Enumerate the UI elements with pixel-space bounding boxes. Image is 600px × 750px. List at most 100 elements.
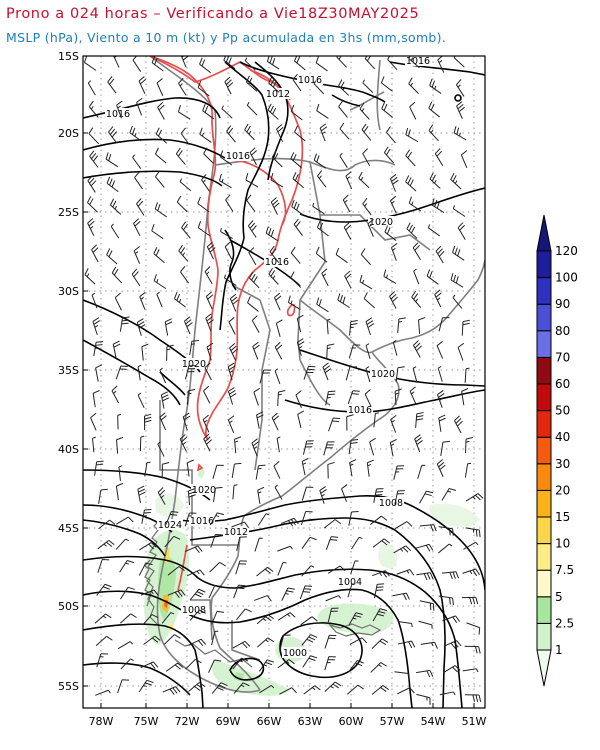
- wind-barb: [186, 459, 194, 477]
- wind-barb: [326, 343, 335, 360]
- wind-barb: [246, 101, 258, 116]
- wind-barb: [281, 587, 295, 601]
- svg-text:1008: 1008: [379, 498, 403, 509]
- wind-barb: [438, 595, 454, 606]
- wind-barb: [434, 148, 444, 166]
- wind-barb: [182, 412, 191, 431]
- wind-barb: [348, 612, 363, 626]
- wind-barb: [151, 223, 164, 240]
- wind-barb: [301, 536, 317, 549]
- wind-barb: [210, 533, 223, 548]
- wind-barb: [420, 641, 438, 649]
- wind-barb: [277, 545, 293, 552]
- wind-barb: [346, 684, 364, 695]
- wind-barb: [247, 296, 259, 312]
- wind-barb: [87, 218, 95, 236]
- wind-barb: [322, 362, 332, 381]
- wind-barb: [233, 682, 250, 694]
- wind-barb: [455, 79, 465, 97]
- wind-barb: [136, 318, 146, 336]
- wind-barb: [183, 316, 193, 335]
- wind-barb: [341, 484, 348, 502]
- wind-barb: [381, 102, 393, 118]
- wind-barb: [302, 440, 314, 455]
- wind-barb: [96, 583, 112, 596]
- wind-barb: [224, 241, 233, 260]
- wind-barb: [106, 176, 119, 193]
- wind-barb: [189, 609, 206, 621]
- wind-barb: [461, 319, 470, 336]
- wind-barb: [365, 343, 371, 360]
- chart-subtitle: MSLP (hPa), Viento a 10 m (kt) y Pp acum…: [6, 30, 447, 45]
- colorbar-bin: [536, 596, 552, 624]
- latitude-label: 55S: [58, 680, 79, 693]
- wind-barb: [316, 103, 329, 119]
- colorbar: 1 2.5 5 7.5 10 15 20 30 40 50 60 70 80 90 100 120: [536, 214, 578, 687]
- wind-barb: [415, 412, 424, 428]
- wind-barb: [442, 571, 459, 580]
- colorbar-label: 70: [555, 350, 570, 364]
- wind-barb: [291, 199, 304, 216]
- wind-barb: [328, 417, 341, 432]
- wind-barb: [110, 198, 122, 215]
- wind-barb: [437, 365, 443, 382]
- wind-barb: [117, 413, 122, 430]
- wind-barb: [120, 586, 135, 600]
- wind-barb: [297, 410, 305, 429]
- colorbar-bin: [536, 214, 552, 252]
- isobar-label: 1012: [265, 88, 291, 100]
- wind-barb: [212, 464, 224, 479]
- wind-barb: [187, 388, 196, 405]
- wind-barb: [389, 291, 398, 309]
- wind-barb: [177, 105, 191, 120]
- wind-barb: [419, 490, 434, 504]
- wind-barb: [457, 222, 466, 240]
- wind-barb: [450, 172, 462, 190]
- wind-barb: [465, 694, 482, 702]
- wind-barb: [178, 77, 187, 96]
- wind-barb: [301, 457, 309, 476]
- wind-barb: [389, 174, 399, 192]
- wind-barb: [408, 196, 422, 212]
- wind-barb: [95, 364, 103, 382]
- wind-barb: [227, 387, 237, 405]
- colorbar-label: 2.5: [555, 616, 574, 630]
- wind-barb: [141, 343, 149, 361]
- wind-barb: [227, 415, 235, 434]
- isobar-labels: 1016 1016 1012 1016 1016 1020 1016 1020 1020 1016…: [105, 56, 431, 659]
- wind-barb: [295, 390, 302, 409]
- wind-barb: [119, 316, 130, 332]
- wind-barb: [163, 634, 181, 645]
- wind-barb: [300, 511, 313, 526]
- wind-barb: [115, 538, 129, 550]
- wind-barb: [184, 545, 203, 554]
- wind-barb: [412, 366, 418, 383]
- wind-barb: [223, 56, 236, 70]
- wind-barb: [371, 638, 389, 649]
- wind-barb: [302, 655, 318, 668]
- wind-barb: [137, 392, 145, 409]
- colorbar-label: 20: [555, 483, 570, 497]
- longitude-label: 78W: [89, 715, 114, 728]
- colorbar-label: 120: [555, 244, 578, 258]
- wind-barb: [348, 660, 364, 672]
- wind-barb: [161, 462, 170, 479]
- longitude-label: 75W: [134, 715, 159, 728]
- isobar-label: 1020: [370, 368, 396, 380]
- latitude-label: 25S: [58, 206, 79, 219]
- wind-barb: [155, 127, 168, 144]
- wind-barb: [394, 388, 402, 406]
- wind-barb: [419, 600, 435, 611]
- wind-barb: [268, 267, 279, 285]
- wind-barb: [120, 658, 134, 670]
- colorbar-label: 15: [555, 510, 570, 524]
- wind-barb: [339, 122, 350, 140]
- wind-barb: [317, 170, 327, 188]
- wind-barb: [232, 484, 238, 500]
- wind-barb: [396, 569, 415, 576]
- wind-barb: [249, 147, 257, 166]
- wind-barb: [179, 434, 188, 452]
- latitude-label: 30S: [58, 285, 79, 298]
- wind-barb: [395, 366, 405, 382]
- wind-barb: [235, 560, 247, 575]
